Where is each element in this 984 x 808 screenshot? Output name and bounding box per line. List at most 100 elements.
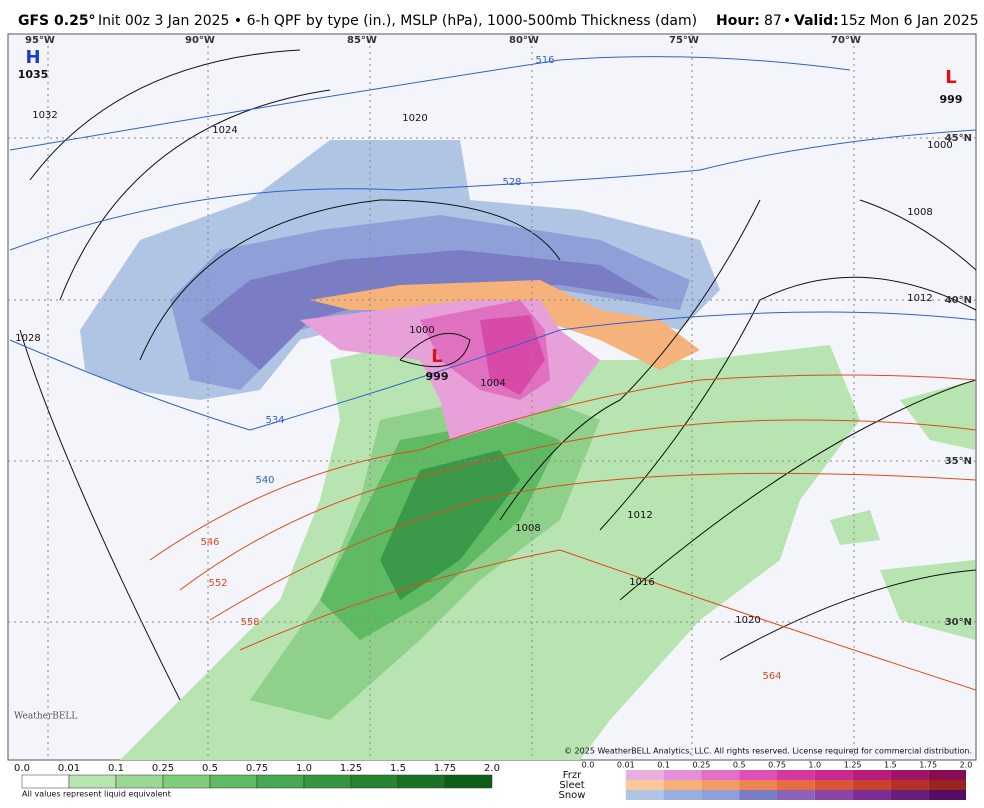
copyright: © 2025 WeatherBELL Analytics, LLC. All r… xyxy=(564,747,972,756)
type-swatch xyxy=(663,780,702,790)
hour: 87 xyxy=(764,13,782,29)
isobar-label: 1008 xyxy=(515,523,540,534)
type-swatch xyxy=(663,770,702,780)
type-swatch xyxy=(814,780,853,790)
thickness-label: 558 xyxy=(240,617,259,628)
separator: • xyxy=(783,13,791,29)
pressure-value: 999 xyxy=(940,93,963,106)
description: Init 00z 3 Jan 2025 • 6-h QPF by type (i… xyxy=(98,13,697,29)
map-labels: 95°W 90°W 85°W 80°W 75°W 70°W 45°N 40°N 35°N 30°N… xyxy=(8,34,976,760)
type-swatch xyxy=(814,770,853,780)
type-tick-label: 1.0 xyxy=(808,761,821,770)
map: 95°W 90°W 85°W 80°W 75°W 70°W 45°N 40°N 35°N 30°N… xyxy=(7,33,977,761)
latitude-label: 30°N xyxy=(945,617,972,628)
type-label: Snow xyxy=(559,790,586,801)
type-swatch xyxy=(852,790,891,800)
thickness-label: 540 xyxy=(255,475,274,486)
rain-swatch xyxy=(303,774,352,789)
rain-tick-label: 1.75 xyxy=(434,763,456,774)
isobar-label: 1008 xyxy=(907,207,932,218)
type-swatch xyxy=(701,780,740,790)
type-swatch xyxy=(777,780,815,790)
latitude-label: 45°N xyxy=(945,133,972,144)
rain-swatch xyxy=(68,774,117,789)
thickness-label: 552 xyxy=(208,578,227,589)
pressure-value: 1035 xyxy=(18,68,49,81)
rain-swatch xyxy=(115,774,164,789)
rain-tick-label: 0.01 xyxy=(58,763,80,774)
type-swatch xyxy=(625,790,664,800)
type-tick-label: 0.0 xyxy=(582,761,595,770)
rain-tick-label: 0.5 xyxy=(202,763,218,774)
hour-label: Hour: xyxy=(716,13,760,29)
isobar-label: 1004 xyxy=(480,378,505,389)
longitude-label: 85°W xyxy=(347,35,377,46)
rain-tick-label: 0.0 xyxy=(14,763,30,774)
type-swatch xyxy=(777,770,815,780)
rain-swatch xyxy=(209,774,258,789)
type-swatch xyxy=(928,770,966,780)
pressure-center: L xyxy=(945,67,956,88)
rain-tick-label: 0.1 xyxy=(108,763,124,774)
thickness-label: 528 xyxy=(502,177,521,188)
rain-tick-label: 2.0 xyxy=(484,763,500,774)
type-tick-label: 0.75 xyxy=(768,761,786,770)
thickness-label: 534 xyxy=(265,415,284,426)
isobar-label: 1020 xyxy=(735,615,760,626)
type-tick-label: 0.5 xyxy=(733,761,746,770)
type-swatch xyxy=(663,790,702,800)
rain-swatch xyxy=(444,774,493,789)
rain-tick-label: 1.5 xyxy=(390,763,406,774)
pressure-value: 999 xyxy=(426,370,449,383)
pressure-center: L xyxy=(431,346,442,367)
note: All values represent liquid equivalent xyxy=(22,790,171,799)
type-tick-label: 1.75 xyxy=(919,761,937,770)
type-swatch xyxy=(928,780,966,790)
type-swatch xyxy=(777,790,815,800)
type-swatch xyxy=(701,790,740,800)
type-tick-label: 1.5 xyxy=(884,761,897,770)
isobar-label: 1012 xyxy=(907,293,932,304)
longitude-label: 80°W xyxy=(509,35,539,46)
type-swatch xyxy=(852,780,891,790)
type-swatch xyxy=(852,770,891,780)
isobar-label: 1012 xyxy=(627,510,652,521)
isobar-label: 1028 xyxy=(15,333,40,344)
model: GFS 0.25° xyxy=(18,13,96,29)
latitude-label: 35°N xyxy=(945,456,972,467)
type-swatch xyxy=(625,780,664,790)
isobar-label: 1016 xyxy=(629,577,654,588)
rain-tick-label: 1.0 xyxy=(296,763,312,774)
thickness-label: 564 xyxy=(762,671,781,682)
type-swatch xyxy=(739,780,777,790)
type-swatch xyxy=(625,770,664,780)
isobar-label: 1000 xyxy=(927,140,952,151)
longitude-label: 90°W xyxy=(185,35,215,46)
rain-swatch xyxy=(350,774,399,789)
type-swatch xyxy=(890,790,929,800)
rain-tick-label: 0.25 xyxy=(152,763,174,774)
thickness-label: 546 xyxy=(200,537,219,548)
type-tick-label: 0.1 xyxy=(657,761,670,770)
type-swatch xyxy=(928,790,966,800)
rain-tick-label: 0.75 xyxy=(246,763,268,774)
type-label: Sleet xyxy=(559,780,584,791)
rain-swatch xyxy=(21,774,70,789)
type-swatch xyxy=(814,790,853,800)
rain-swatch xyxy=(162,774,211,789)
rain-swatch xyxy=(397,774,446,789)
type-tick-label: 0.01 xyxy=(617,761,635,770)
longitude-label: 75°W xyxy=(669,35,699,46)
valid: 15z Mon 6 Jan 2025 xyxy=(840,13,979,29)
latitude-label: 40°N xyxy=(945,295,972,306)
rain-swatch xyxy=(256,774,305,789)
isobar-label: 1000 xyxy=(409,325,434,336)
isobar-label: 1020 xyxy=(402,113,427,124)
credit: WeatherBELL xyxy=(14,712,77,722)
isobar-label: 1032 xyxy=(32,110,57,121)
type-swatch xyxy=(739,790,777,800)
rain-tick-label: 1.25 xyxy=(340,763,362,774)
pressure-center: H xyxy=(25,47,40,68)
type-tick-label: 1.25 xyxy=(844,761,862,770)
